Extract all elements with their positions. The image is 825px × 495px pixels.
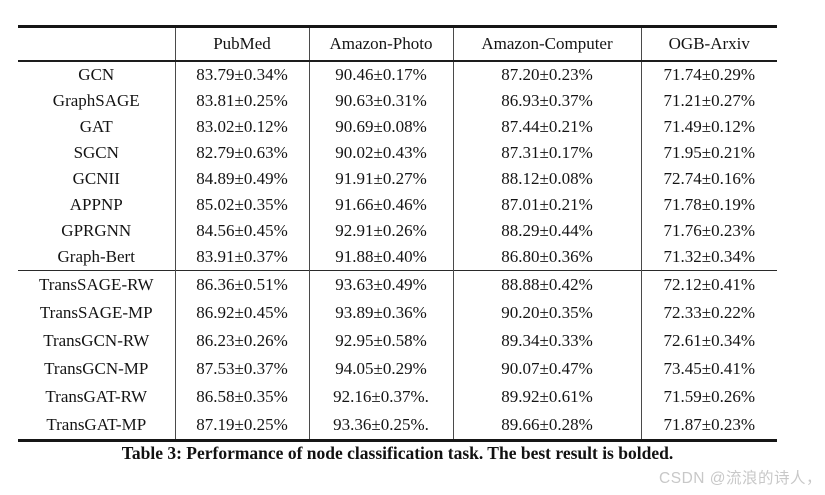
value-cell: 71.87±0.23% [640, 411, 777, 441]
model-name-cell: TransSAGE-MP [39, 303, 153, 322]
table-caption: Table 3: Performance of node classificat… [121, 443, 674, 463]
value-cell: 88.12±0.08% [452, 166, 641, 192]
trans-model-rows: TransSAGE-RW 86.36±0.51% 93.63±0.49% 88.88±… [18, 270, 777, 441]
model-name-cell: Graph-Bert [57, 247, 135, 266]
value-cell: 90.07±0.47% [452, 355, 641, 383]
value-cell: 92.95±0.58% [308, 327, 453, 355]
value-cell: 83.91±0.37% [174, 244, 309, 271]
value-cell: 86.80±0.36% [452, 244, 641, 271]
value-cell: 84.56±0.45% [174, 218, 309, 244]
value-cell: 83.81±0.25% [174, 88, 309, 114]
value-cell: 71.59±0.26% [640, 383, 777, 411]
header-row: PubMed Amazon-Photo Amazon-Computer OGB-… [18, 26, 777, 62]
table-row: TransGAT-RW 86.58±0.35% 92.16±0.37%. 89.92±… [18, 383, 777, 411]
model-name-cell: GCN [78, 65, 115, 84]
table-row: APPNP 85.02±0.35% 91.66±0.46% 87.01±0.21% 71… [18, 192, 777, 218]
value-cell: 86.58±0.35% [174, 383, 309, 411]
table-row: GCNII 84.89±0.49% 91.91±0.27% 88.12±0.08% 72… [18, 166, 777, 192]
value-cell: 87.01±0.21% [452, 192, 641, 218]
value-cell: 73.45±0.41% [640, 355, 777, 383]
value-cell: 86.36±0.51% [174, 270, 309, 299]
table-row: TransGCN-RW 86.23±0.26% 92.95±0.58% 89.34±0… [18, 327, 777, 355]
table-row: GPRGNN 84.56±0.45% 92.91±0.26% 88.29±0.44% 7… [18, 218, 777, 244]
model-name-cell: TransGAT-RW [45, 387, 148, 406]
col-header-amazon-computer: Amazon-Computer [452, 26, 641, 61]
table-row: TransSAGE-RW 86.36±0.51% 93.63±0.49% 88.88±… [18, 270, 777, 299]
value-cell: 86.93±0.37% [452, 88, 641, 114]
value-cell: 87.53±0.37% [174, 355, 309, 383]
value-cell: 72.61±0.34% [640, 327, 777, 355]
value-cell: 71.76±0.23% [640, 218, 777, 244]
value-cell: 82.79±0.63% [174, 140, 309, 166]
model-name-cell: GraphSAGE [52, 91, 140, 110]
value-cell: 72.33±0.22% [640, 299, 777, 327]
col-header-pubmed: PubMed [174, 26, 309, 61]
value-cell: 92.91±0.26% [308, 218, 453, 244]
value-cell: 92.16±0.37%. [308, 383, 453, 411]
value-cell: 71.49±0.12% [640, 114, 777, 140]
value-cell: 86.23±0.26% [174, 327, 309, 355]
value-cell: 93.89±0.36% [308, 299, 453, 327]
value-cell: 87.44±0.21% [452, 114, 641, 140]
table-row: SGCN 82.79±0.63% 90.02±0.43% 87.31±0.17% 71.… [18, 140, 777, 166]
value-cell: 89.34±0.33% [452, 327, 641, 355]
value-cell: 90.46±0.17% [308, 61, 453, 88]
value-cell: 71.21±0.27% [640, 88, 777, 114]
value-cell: 91.88±0.40% [308, 244, 453, 271]
value-cell: 88.29±0.44% [452, 218, 641, 244]
csdn-watermark: CSDN @流浪的诗人， [659, 470, 822, 487]
table-row: TransSAGE-MP 86.92±0.45% 93.89±0.36% 90.20±… [18, 299, 777, 327]
results-table: PubMed Amazon-Photo Amazon-Computer OGB-… [18, 25, 777, 442]
col-header-model [18, 27, 175, 62]
value-cell: 86.92±0.45% [174, 299, 309, 327]
value-cell: 87.19±0.25% [174, 411, 309, 441]
col-header-ogb-arxiv: OGB-Arxiv [640, 26, 777, 61]
value-cell: 72.74±0.16% [640, 166, 777, 192]
model-name-cell: APPNP [69, 195, 123, 214]
value-cell: 84.89±0.49% [174, 166, 309, 192]
value-cell: 94.05±0.29% [308, 355, 453, 383]
value-cell: 89.66±0.28% [452, 411, 641, 441]
value-cell: 91.66±0.46% [308, 192, 453, 218]
table-row: GAT 83.02±0.12% 90.69±0.08% 87.44±0.21% 71.4… [18, 114, 777, 140]
value-cell: 93.36±0.25%. [308, 411, 453, 441]
value-cell: 90.02±0.43% [308, 140, 453, 166]
table-row: Graph-Bert 83.91±0.37% 91.88±0.40% 86.80±0.… [18, 244, 777, 271]
model-name-cell: GAT [79, 117, 113, 136]
model-name-cell: GPRGNN [61, 221, 132, 240]
value-cell: 87.31±0.17% [452, 140, 641, 166]
table-row: GraphSAGE 83.81±0.25% 90.63±0.31% 86.93±0.3… [18, 88, 777, 114]
value-cell: 72.12±0.41% [640, 270, 777, 299]
model-name-cell: SGCN [73, 143, 119, 162]
col-header-amazon-photo: Amazon-Photo [308, 26, 453, 61]
model-name-cell: TransSAGE-RW [18, 270, 175, 299]
value-cell: 90.20±0.35% [452, 299, 641, 327]
value-cell: 87.20±0.23% [452, 61, 641, 88]
model-name-cell: TransGCN-MP [44, 359, 149, 378]
value-cell: 88.88±0.42% [452, 270, 641, 299]
value-cell: 93.63±0.49% [308, 270, 453, 299]
table-row: GCN 83.79±0.34% 90.46±0.17% 87.20±0.23% 71.7… [18, 61, 777, 88]
value-cell: 71.74±0.29% [640, 61, 777, 88]
value-cell: 71.95±0.21% [640, 140, 777, 166]
value-cell: 85.02±0.35% [174, 192, 309, 218]
paper-table-figure: PubMed Amazon-Photo Amazon-Computer OGB-… [18, 25, 777, 442]
model-name-cell: GCNII [72, 169, 120, 188]
value-cell: 90.63±0.31% [308, 88, 453, 114]
value-cell: 89.92±0.61% [452, 383, 641, 411]
value-cell: 91.91±0.27% [308, 166, 453, 192]
baseline-model-rows: GCN 83.79±0.34% 90.46±0.17% 87.20±0.23% 71.7… [18, 61, 777, 271]
value-cell: 71.32±0.34% [640, 244, 777, 271]
value-cell: 83.02±0.12% [174, 114, 309, 140]
model-name-cell: TransGAT-MP [46, 415, 147, 434]
table-row: TransGCN-MP 87.53±0.37% 94.05±0.29% 90.07±0… [18, 355, 777, 383]
table-row: TransGAT-MP 87.19±0.25% 93.36±0.25%. 89.66±… [18, 411, 777, 441]
value-cell: 71.78±0.19% [640, 192, 777, 218]
value-cell: 83.79±0.34% [174, 61, 309, 88]
value-cell: 90.69±0.08% [308, 114, 453, 140]
model-name-cell: TransGCN-RW [43, 331, 150, 350]
